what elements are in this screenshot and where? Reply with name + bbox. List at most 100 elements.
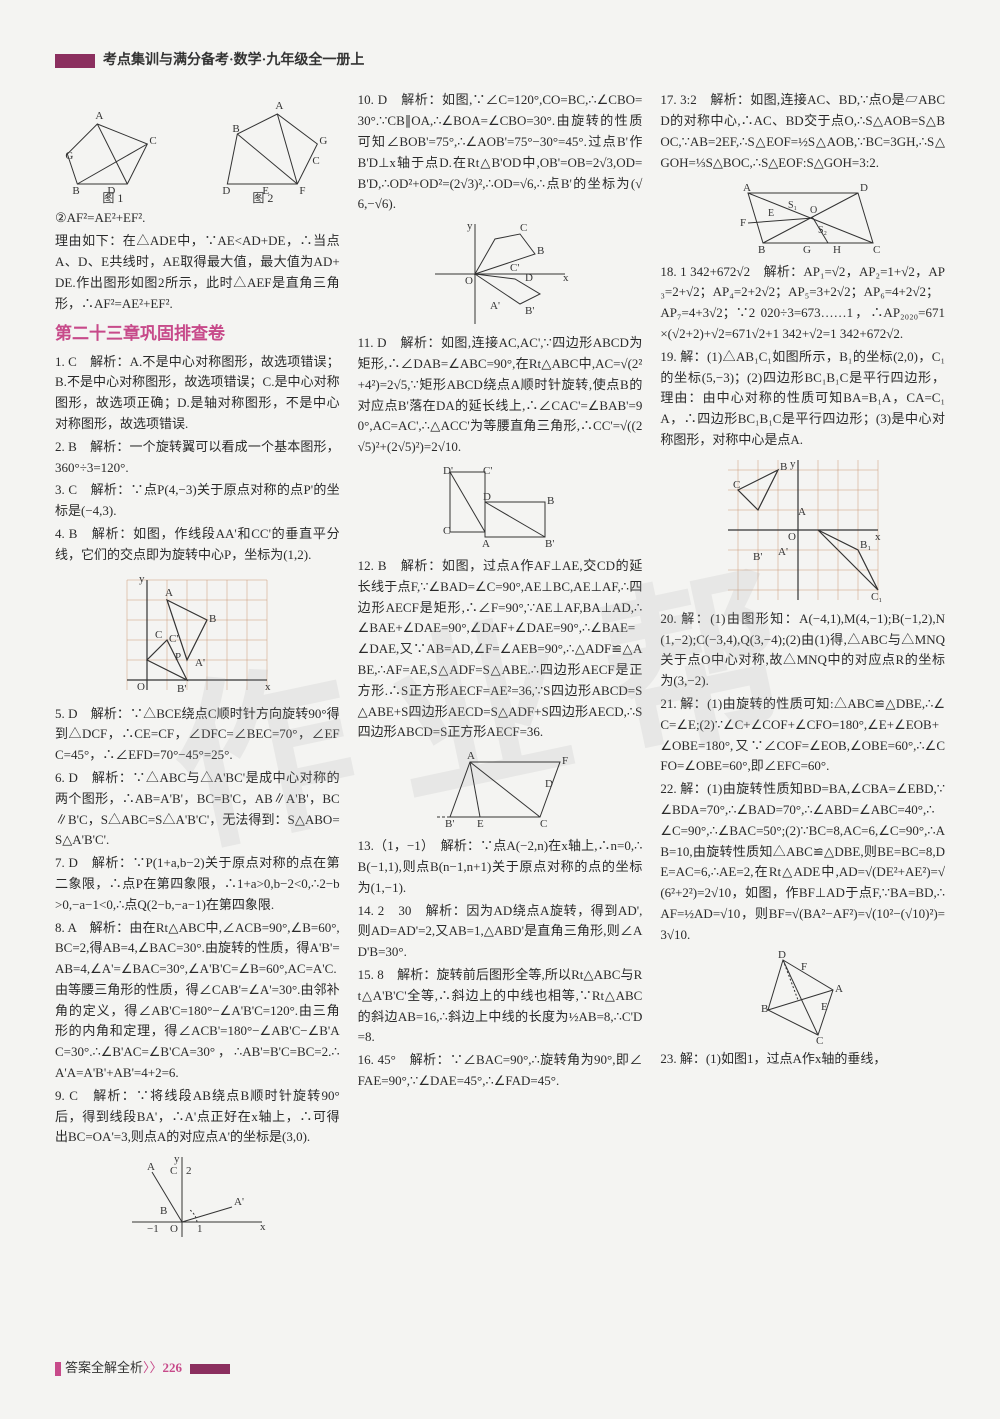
svg-text:C: C bbox=[520, 222, 527, 234]
svg-text:O: O bbox=[170, 1223, 178, 1235]
content-columns: G A C B D A B G D E F C bbox=[55, 90, 945, 1246]
q9: 9. C 解析：∵将线段AB绕点B顺时针旋转90°后，得到线段BA'，∴A'点正… bbox=[55, 1086, 340, 1148]
figure-q17: A D B C F E S₁ O S₂ G H bbox=[718, 178, 888, 258]
svg-text:C: C bbox=[816, 1035, 823, 1045]
column-1: G A C B D A B G D E F C bbox=[55, 90, 340, 1246]
svg-text:x: x bbox=[265, 681, 271, 693]
svg-text:C: C bbox=[443, 525, 450, 537]
svg-text:B': B' bbox=[177, 683, 186, 695]
page-header: 考点集训与满分备考·数学·九年级全一册上 bbox=[55, 50, 945, 72]
column-2: 10. D 解析：如图,∵∠C=120°,CO=BC,∴∠CBO=30°.∵CB… bbox=[358, 90, 643, 1246]
column-3: 17. 3:2 解析：如图,连接AC、BD,∵点O是▱ABCD的对称中心,∴AC… bbox=[660, 90, 945, 1246]
svg-text:C': C' bbox=[510, 262, 519, 274]
q5: 5. D 解析：∵△BCE绕点C顺时针方向旋转90°得到△DCF，∴CE=CF，… bbox=[55, 704, 340, 766]
svg-text:B: B bbox=[758, 244, 765, 256]
svg-text:A: A bbox=[835, 983, 843, 995]
header-accent-bar bbox=[55, 54, 95, 68]
page-number: 226 bbox=[163, 1358, 183, 1379]
svg-text:C: C bbox=[155, 629, 162, 641]
svg-text:G: G bbox=[319, 135, 327, 147]
svg-text:B': B' bbox=[753, 551, 762, 563]
svg-text:C: C bbox=[733, 479, 740, 491]
svg-text:A: A bbox=[95, 110, 103, 122]
chapter-23-title: 第二十三章巩固排查卷 bbox=[55, 320, 340, 347]
svg-text:O: O bbox=[810, 205, 817, 216]
svg-text:x: x bbox=[563, 272, 569, 284]
svg-text:A: A bbox=[798, 506, 806, 518]
svg-text:O: O bbox=[788, 531, 796, 543]
q12: 12. B 解析：如图，过点A作AF⊥AE,交CD的延长线于点F,∵∠BAD=∠… bbox=[358, 556, 643, 743]
figure-q11: A B' B C D' C' D bbox=[425, 462, 575, 552]
svg-text:A': A' bbox=[234, 1196, 244, 1208]
svg-text:y: y bbox=[174, 1153, 180, 1165]
svg-text:A: A bbox=[467, 750, 475, 762]
q11: 11. D 解析：如图,连接AC,AC',∵四边形ABCD为矩形,∴∠DAB=∠… bbox=[358, 333, 643, 458]
svg-text:y: y bbox=[467, 220, 473, 232]
q22: 22. 解：(1)由旋转性质知BD=BA,∠CBA=∠EBD,∵∠BDA=70°… bbox=[660, 779, 945, 945]
figure-q9: A C 2 −1 O 1 A' x y B bbox=[122, 1152, 272, 1242]
svg-text:−1: −1 bbox=[147, 1223, 159, 1235]
svg-text:C₁: C₁ bbox=[871, 591, 882, 603]
q23: 23. 解：(1)如图1，过点A作x轴的垂线， bbox=[660, 1049, 945, 1070]
svg-text:F: F bbox=[740, 217, 746, 229]
svg-text:A: A bbox=[275, 100, 283, 112]
q20: 20. 解：(1)由图形知：A(−4,1),M(4,−1);B(−1,2),N(… bbox=[660, 609, 945, 692]
figure-q12: A F B' E C D bbox=[420, 747, 580, 832]
svg-text:O: O bbox=[465, 275, 473, 287]
svg-text:A': A' bbox=[490, 300, 500, 312]
svg-text:A: A bbox=[743, 182, 751, 194]
figure-1-2: G A C B D A B G D E F C bbox=[55, 94, 340, 204]
svg-text:D: D bbox=[545, 778, 553, 790]
svg-text:B: B bbox=[761, 1003, 768, 1015]
svg-text:A: A bbox=[165, 587, 173, 599]
footer-end-bar bbox=[190, 1364, 230, 1374]
col1-p2: 理由如下：在△ADE中，∵AE<AD+DE，∴当点A、D、E共线时，AE取得最大… bbox=[55, 231, 340, 314]
svg-text:2: 2 bbox=[186, 1165, 192, 1177]
q13: 13.（1，−1） 解析：∵点A(−2,n)在x轴上,∴n=0,∴B(−1,1)… bbox=[358, 836, 643, 898]
svg-text:C: C bbox=[540, 818, 547, 830]
q4: 4. B 解析：如图，作线段AA'和CC'的垂直平分线，它们的交点即为旋转中心P… bbox=[55, 524, 340, 566]
svg-text:B: B bbox=[72, 185, 79, 197]
svg-text:B: B bbox=[160, 1205, 167, 1217]
svg-text:A: A bbox=[482, 538, 490, 550]
header-title: 考点集训与满分备考·数学·九年级全一册上 bbox=[103, 50, 364, 72]
q16: 16. 45° 解析：∵∠BAC=90°,∴旋转角为90°,即∠FAE=90°,… bbox=[358, 1050, 643, 1092]
q18: 18. 1 342+672√2 解析：AP₁=√2，AP₂=1+√2，AP₃=2… bbox=[660, 262, 945, 345]
svg-text:D: D bbox=[525, 272, 533, 284]
q17: 17. 3:2 解析：如图,连接AC、BD,∵点O是▱ABCD的对称中心,∴AC… bbox=[660, 90, 945, 173]
svg-text:1: 1 bbox=[197, 1223, 203, 1235]
svg-text:C: C bbox=[149, 135, 156, 147]
svg-text:S₂: S₂ bbox=[818, 225, 827, 236]
figure-q10: O B C x y A' B' C' D bbox=[425, 219, 575, 329]
q15: 15. 8 解析：旋转前后图形全等,所以Rt△ABC与Rt△A'B'C'全等,∴… bbox=[358, 965, 643, 1048]
svg-text:C': C' bbox=[483, 465, 492, 477]
svg-text:B: B bbox=[209, 613, 216, 625]
svg-text:y: y bbox=[139, 573, 145, 585]
svg-text:B': B' bbox=[525, 305, 534, 317]
q14: 14. 2 30 解析：因为AD绕点A旋转，得到AD',则AD=AD'=2,又A… bbox=[358, 901, 643, 963]
fig2-label: 图 2 bbox=[252, 191, 273, 204]
figure-q22: D F A E B C bbox=[743, 950, 863, 1045]
svg-text:B: B bbox=[547, 495, 554, 507]
svg-text:S₁: S₁ bbox=[788, 200, 797, 211]
svg-text:A': A' bbox=[195, 657, 205, 669]
svg-text:x: x bbox=[260, 1221, 266, 1233]
svg-text:F: F bbox=[299, 185, 305, 197]
svg-text:B': B' bbox=[445, 818, 454, 830]
svg-text:E: E bbox=[768, 208, 774, 219]
fig1-label: 图 1 bbox=[102, 191, 123, 204]
svg-text:C: C bbox=[170, 1165, 177, 1177]
q2: 2. B 解析：一个旋转翼可以看成一个基本图形，360°÷3=120°. bbox=[55, 437, 340, 479]
svg-text:F: F bbox=[562, 755, 568, 767]
page-footer: 答案全解全析 〉〉 226 bbox=[55, 1358, 230, 1379]
footer-label: 答案全解全析 bbox=[65, 1358, 143, 1379]
svg-text:A: A bbox=[147, 1161, 155, 1173]
q7: 7. D 解析：∵P(1+a,b−2)关于原点对称的点在第二象限，∴点P在第四象… bbox=[55, 853, 340, 915]
figure-q19-grid: O x y C B A A' B' B₁ C₁ bbox=[723, 455, 883, 605]
svg-text:C: C bbox=[312, 155, 319, 167]
svg-text:G: G bbox=[803, 244, 811, 256]
footer-arrows: 〉〉 bbox=[143, 1358, 163, 1379]
svg-text:C: C bbox=[873, 244, 880, 256]
q3: 3. C 解析：∵点P(4,−3)关于原点对称的点P'的坐标是(−4,3). bbox=[55, 480, 340, 522]
svg-text:B: B bbox=[537, 245, 544, 257]
